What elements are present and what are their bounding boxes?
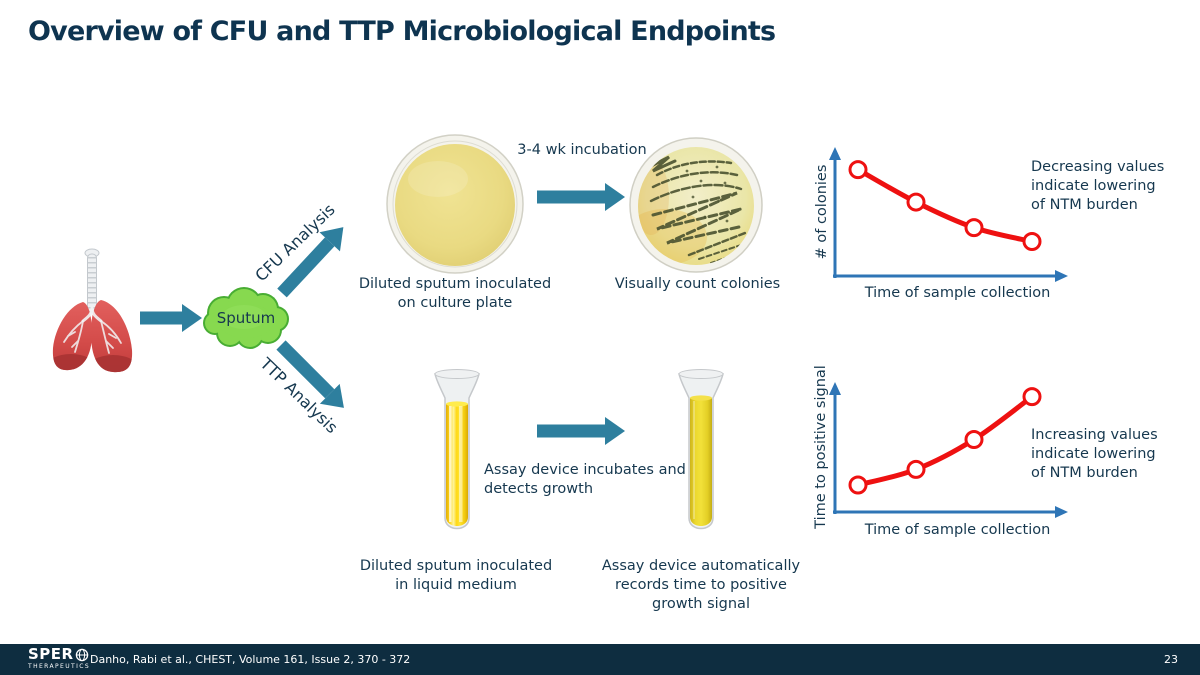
culture-plate-colonies (629, 137, 763, 273)
tube-incubation-arrow (537, 417, 625, 445)
data-point-marker (848, 160, 868, 180)
cfu-trend-chart (829, 147, 1068, 282)
test-tube-positive (678, 369, 724, 530)
ttp-chart-ylabel: Time to positive signal (813, 365, 829, 529)
spero-logo-text: SPER (28, 645, 74, 663)
data-point-marker (964, 218, 984, 238)
ttp-device-caption: Assay device incubates and detects growt… (484, 462, 686, 497)
spero-globe-icon (75, 648, 88, 661)
arrow-head (182, 304, 202, 332)
footer-bar: SPER THERAPEUTICS Danho, Rabi et al., CH… (0, 644, 1200, 675)
data-point-marker (848, 475, 868, 495)
series-line (855, 394, 1035, 488)
ttp-record-caption: Assay device automatically records time … (601, 558, 801, 612)
data-point-marker (1022, 232, 1042, 252)
data-point-marker (964, 430, 984, 449)
data-point-marker (1022, 387, 1042, 407)
page-title: Overview of CFU and TTP Microbiological … (28, 16, 776, 47)
sputum-label: Sputum (217, 309, 276, 327)
cfu-count-caption: Visually count colonies (614, 276, 781, 292)
plate-incubation-arrow (537, 183, 625, 211)
arrow-head (605, 183, 625, 211)
spero-logo-subtext: THERAPEUTICS (28, 663, 91, 670)
culture-plate-blank (386, 134, 524, 274)
page-number: 23 (1164, 653, 1178, 666)
cfu-chart-ylabel: # of colonies (814, 164, 830, 260)
cfu-chart-annotation: Decreasing values indicate lowering of N… (1031, 159, 1165, 213)
ttp-chart-annotation: Increasing values indicate lowering of N… (1031, 427, 1158, 481)
data-point-marker (906, 192, 926, 212)
cfu-chart-xlabel: Time of sample collection (864, 285, 1051, 301)
citation-text: Danho, Rabi et al., CHEST, Volume 161, I… (90, 653, 411, 666)
data-point-marker (906, 459, 926, 479)
arrow-head (605, 417, 625, 445)
arrow-shaft (537, 190, 605, 204)
sputum-cloud: Sputum (203, 287, 289, 349)
ttp-chart-xlabel: Time of sample collection (864, 522, 1051, 538)
series-line (855, 167, 1035, 245)
incubation-label: 3-4 wk incubation (517, 142, 647, 158)
spero-logo: SPER THERAPEUTICS (28, 645, 91, 671)
lungs-illustration (52, 248, 133, 373)
ttp-tube-caption: Diluted sputum inoculated in liquid medi… (359, 558, 553, 593)
lungs-to-sputum-arrow (140, 304, 202, 332)
cfu-plate-caption: Diluted sputum inoculated on culture pla… (358, 276, 552, 311)
arrow-shaft (140, 311, 184, 325)
ttp-trend-chart (829, 382, 1068, 518)
test-tube-inoculated (434, 369, 480, 530)
arrow-shaft (537, 424, 605, 438)
